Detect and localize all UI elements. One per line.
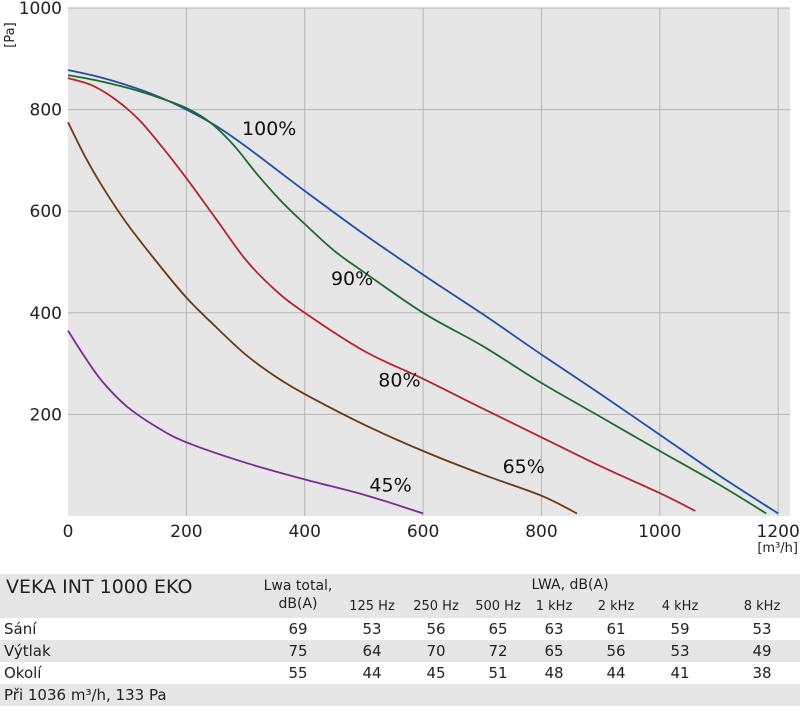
band-value-cell: 72 [488,642,508,660]
band-header: 125 Hz [349,599,395,614]
band-header: 1 kHz [535,599,573,614]
band-value-cell: 49 [752,642,772,660]
lwa-total-header-line2: dB(A) [278,596,318,612]
band-value-cell: 59 [670,620,690,638]
grid-lines [68,7,790,516]
band-value-cell: 41 [670,664,690,682]
tick-labels: 0 200 400 600 800 1000 1200 200 400 600 800 1000 [19,0,800,542]
curve-label-100pct: 100% [242,118,296,140]
fan-performance-chart: 0 200 400 600 800 1000 1200 200 400 600 800 1000 10… [3,0,800,556]
band-header: 2 kHz [597,599,635,614]
table-header-row-2: dB(A) 125 Hz 250 Hz 500 Hz 1 kHz 2 kHz 4 kHz 8… [0,596,800,618]
table-row: Sání 69 53 56 65 63 61 59 53 [0,618,800,640]
curve-label-90pct: 90% [331,268,373,290]
table-row: Okolí 55 44 45 51 48 44 41 38 [0,662,800,684]
band-value-cell: 64 [362,642,382,660]
band-value-cell: 45 [426,664,446,682]
x-tick-label: 800 [525,522,557,542]
band-value-cell: 51 [488,664,508,682]
x-axis-label: [m³/h] [757,541,798,556]
band-value-cell: 38 [752,664,772,682]
curve-label-80pct: 80% [378,369,420,391]
band-value-cell: 61 [606,620,626,638]
lwa-total-cell: 69 [288,620,308,638]
lwa-header: LWA, dB(A) [531,577,609,593]
curve-45pct [67,330,424,515]
band-value-cell: 56 [426,620,446,638]
band-value-cell: 65 [488,620,508,638]
row-label: Výtlak [4,642,51,660]
curve-80pct [67,77,696,512]
lwa-total-cell: 75 [288,642,308,660]
row-label: Okolí [4,664,42,682]
band-value-cell: 56 [606,642,626,660]
curve-label-45pct: 45% [369,475,411,497]
row-label: Sání [4,620,37,638]
band-value-cell: 65 [544,642,564,660]
table-header-row-1: VEKA INT 1000 EKO Lwa total, LWA, dB(A) [0,574,800,598]
curves [67,69,779,515]
lwa-total-cell: 55 [288,664,308,682]
footnote: Při 1036 m³/h, 133 Pa [4,686,167,704]
x-tick-label: 600 [407,522,439,542]
band-header: 8 kHz [743,599,781,614]
curve-65pct [67,121,578,515]
x-tick-label: 200 [170,522,202,542]
curve-labels: 100% 90% 80% 65% 45% [242,118,545,497]
curve-90pct [67,74,767,515]
y-axis-label: [Pa] [3,22,18,47]
x-tick-label: 400 [288,522,320,542]
band-header: 250 Hz [413,599,459,614]
y-tick-label: 800 [30,101,62,121]
band-value-cell: 44 [606,664,626,682]
band-value-cell: 53 [670,642,690,660]
x-tick-label: 1000 [638,522,681,542]
x-tick-label: 1200 [757,522,800,542]
band-value-cell: 70 [426,642,446,660]
table-footnote-row: Při 1036 m³/h, 133 Pa [0,684,800,706]
band-value-cell: 44 [362,664,382,682]
band-header: 4 kHz [661,599,699,614]
y-tick-label: 200 [30,405,62,425]
band-value-cell: 53 [362,620,382,638]
curve-label-65pct: 65% [503,456,545,478]
band-value-cell: 48 [544,664,564,682]
band-value-cell: 63 [544,620,564,638]
band-value-cell: 53 [752,620,772,638]
curve-100pct [67,69,779,515]
table-row: Výtlak 75 64 70 72 65 56 53 49 [0,640,800,662]
plot-area [68,8,790,516]
unit-name: VEKA INT 1000 EKO [6,576,193,598]
y-tick-label: 600 [30,202,62,222]
y-tick-label: 1000 [19,0,62,19]
band-header: 500 Hz [475,599,521,614]
lwa-total-header-line1: Lwa total, [263,578,333,594]
x-tick-label: 0 [63,522,74,542]
y-tick-label: 400 [30,304,62,324]
